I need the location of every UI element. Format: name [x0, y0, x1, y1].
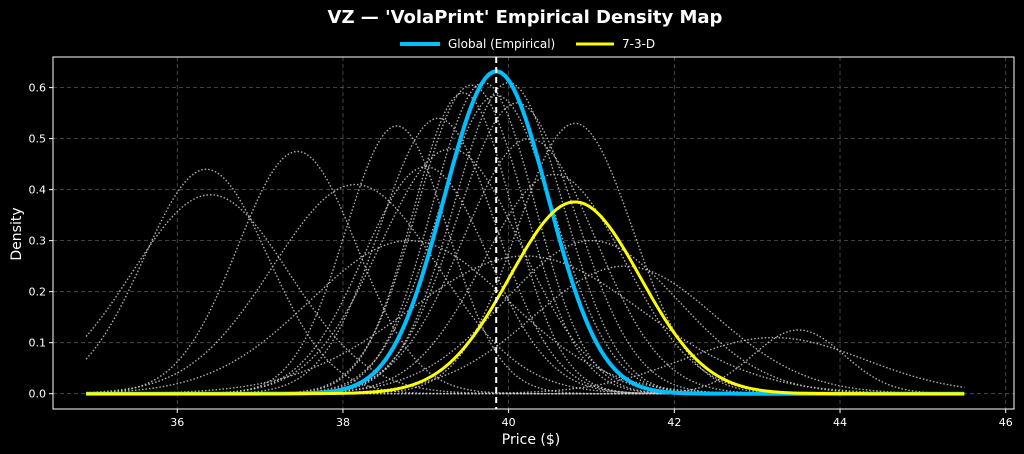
chart-title: VZ — 'VolaPrint' Empirical Density Map	[328, 7, 723, 28]
main-density-lines	[86, 69, 965, 396]
series-7-3-d-line	[86, 200, 965, 396]
y-tick-label-3: 0.3	[29, 235, 47, 248]
y-axis-ticks: 0.0 0.1 0.2 0.3 0.4 0.5 0.6	[29, 82, 53, 401]
legend-label-global: Global (Empirical)	[448, 37, 555, 51]
legend-label-7-3-d: 7-3-D	[622, 37, 655, 51]
background-density-line-10	[86, 81, 965, 395]
background-density-line-20	[86, 336, 965, 395]
x-tick-label-46: 46	[999, 416, 1013, 429]
x-tick-label-40: 40	[502, 416, 516, 429]
background-density-line-0	[85, 168, 965, 395]
x-tick-label-42: 42	[667, 416, 681, 429]
x-tick-label-44: 44	[833, 416, 847, 429]
x-axis-ticks: 36 38 40 42 44 46	[170, 409, 1013, 429]
y-tick-label-6: 0.6	[29, 82, 47, 95]
legend: Global (Empirical) 7-3-D	[400, 37, 655, 51]
plot-frame	[52, 56, 1015, 410]
y-tick-label-0: 0.0	[29, 388, 47, 401]
y-tick-label-1: 0.1	[29, 337, 47, 350]
y-axis-label: Density	[9, 207, 25, 260]
y-tick-label-5: 0.5	[29, 133, 47, 146]
x-tick-label-38: 38	[336, 416, 350, 429]
x-axis-label: Price ($)	[502, 432, 560, 448]
background-density-line-21	[86, 255, 965, 395]
x-tick-label-36: 36	[170, 416, 184, 429]
y-tick-label-4: 0.4	[29, 184, 47, 197]
y-tick-label-2: 0.2	[29, 286, 47, 299]
background-density-line-5	[86, 165, 965, 395]
background-density-line-18	[86, 265, 965, 395]
